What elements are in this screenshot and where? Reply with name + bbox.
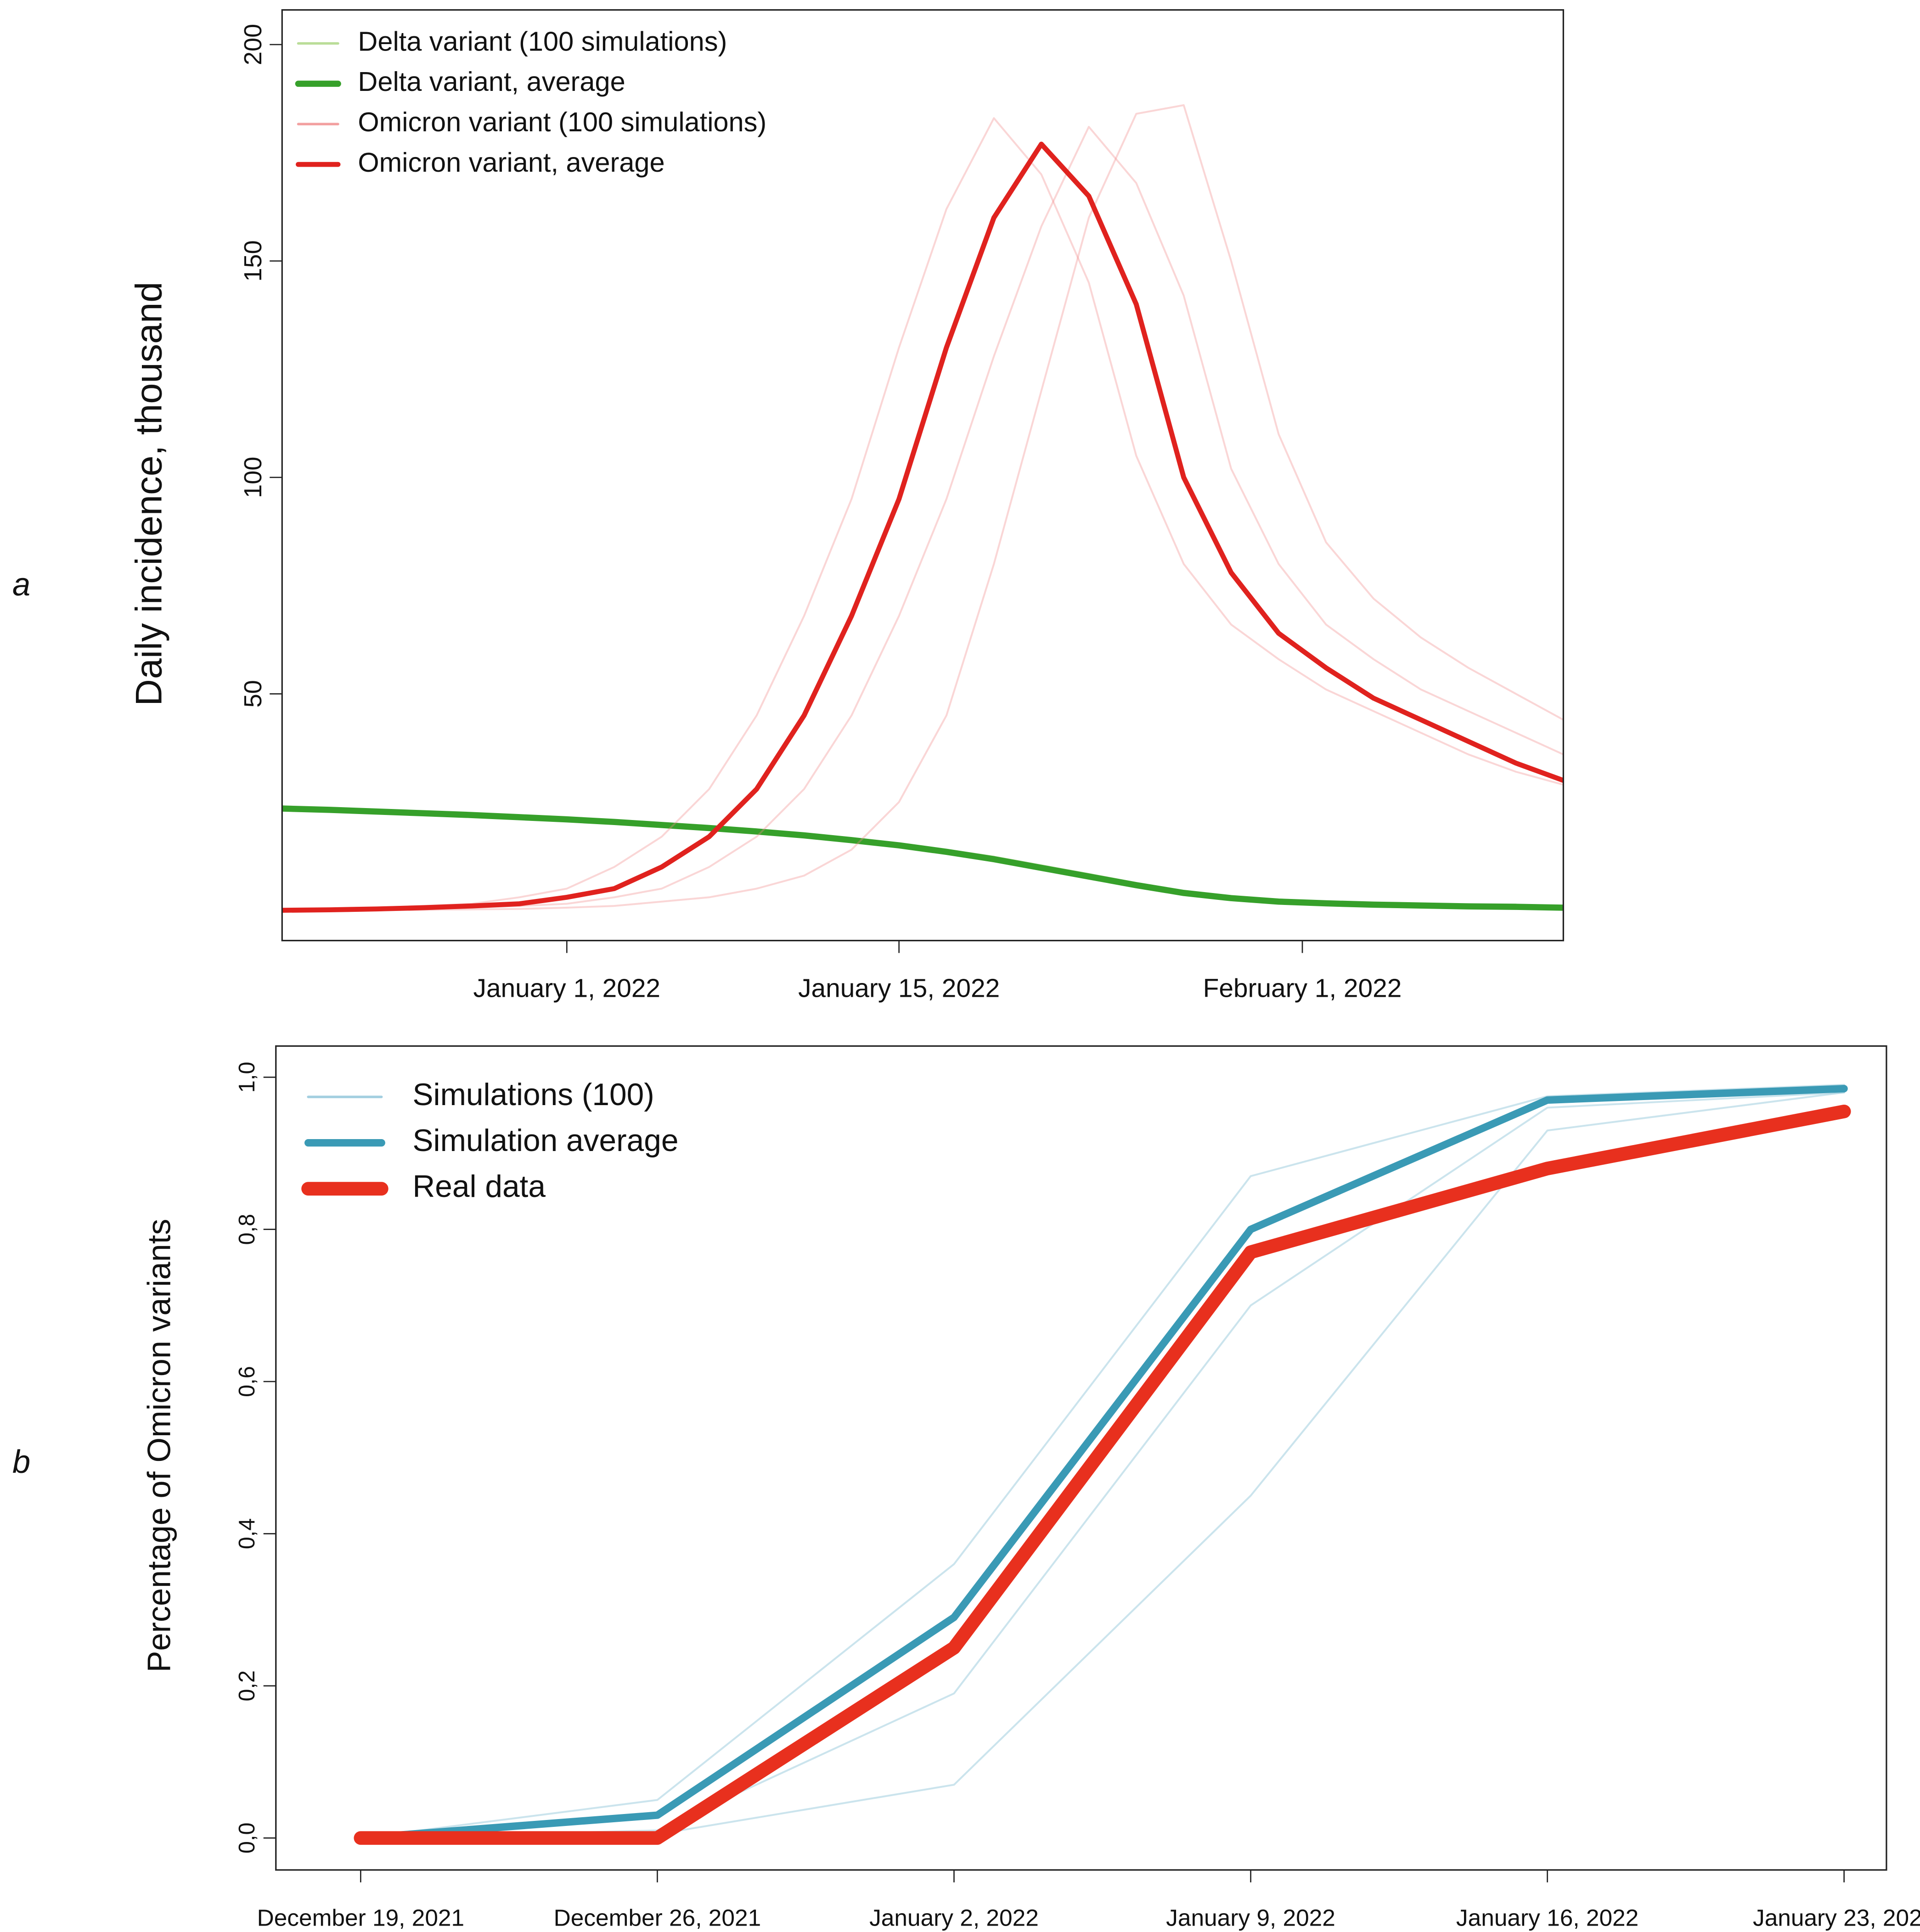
legend-label: Delta variant (100 simulations) bbox=[358, 26, 727, 56]
plot-frame bbox=[275, 1045, 1887, 1871]
panel-label: a bbox=[12, 566, 30, 602]
y-tick-label: 0,6 bbox=[235, 1366, 259, 1397]
x-tick-label: January 9, 2022 bbox=[1166, 1904, 1335, 1931]
plot-frame bbox=[281, 9, 1564, 942]
panel-label: b bbox=[12, 1443, 30, 1480]
series-line bbox=[282, 126, 1564, 911]
y-tick-label: 0,0 bbox=[235, 1822, 259, 1853]
series-line bbox=[360, 1091, 1845, 1839]
y-tick-label: 100 bbox=[239, 457, 267, 498]
legend-label: Delta variant, average bbox=[358, 66, 625, 97]
series-line bbox=[282, 805, 1564, 911]
y-tick-label: 50 bbox=[239, 680, 267, 708]
legend-label: Simulation average bbox=[412, 1123, 678, 1158]
x-tick-label: January 2, 2022 bbox=[869, 1904, 1039, 1931]
series-line bbox=[282, 806, 1564, 909]
x-tick-label: February 1, 2022 bbox=[1203, 974, 1402, 1003]
y-tick-label: 200 bbox=[239, 24, 267, 65]
legend-label: Real data bbox=[412, 1169, 546, 1204]
y-tick-label: 0,8 bbox=[235, 1214, 259, 1245]
series-line bbox=[282, 141, 1564, 913]
series-line bbox=[282, 104, 1564, 911]
y-tick-label: 0,4 bbox=[235, 1518, 259, 1550]
series-line bbox=[354, 1104, 1851, 1845]
y-tick-label: 1,0 bbox=[235, 1061, 259, 1093]
x-tick-label: January 23, 2022 bbox=[1753, 1904, 1920, 1931]
x-tick-label: December 19, 2021 bbox=[257, 1904, 465, 1931]
y-axis-title: Daily incidence, thousand bbox=[129, 282, 170, 706]
x-tick-label: January 16, 2022 bbox=[1456, 1904, 1638, 1931]
x-tick-label: January 1, 2022 bbox=[473, 974, 660, 1003]
series-line bbox=[282, 117, 1564, 911]
series-line bbox=[357, 1084, 1848, 1842]
x-tick-label: January 15, 2022 bbox=[798, 974, 1000, 1003]
x-tick-label: December 26, 2021 bbox=[554, 1904, 761, 1931]
y-tick-label: 150 bbox=[239, 240, 267, 281]
series-line bbox=[360, 1084, 1845, 1839]
legend-label: Omicron variant, average bbox=[358, 147, 664, 178]
legend-label: Simulations (100) bbox=[412, 1078, 654, 1112]
series-line bbox=[282, 809, 1564, 909]
y-axis-title: Percentage of Omicron variants bbox=[141, 1219, 177, 1673]
series-line bbox=[360, 1091, 1845, 1839]
y-tick-label: 0,2 bbox=[235, 1670, 259, 1702]
legend-label: Omicron variant (100 simulations) bbox=[358, 107, 766, 137]
